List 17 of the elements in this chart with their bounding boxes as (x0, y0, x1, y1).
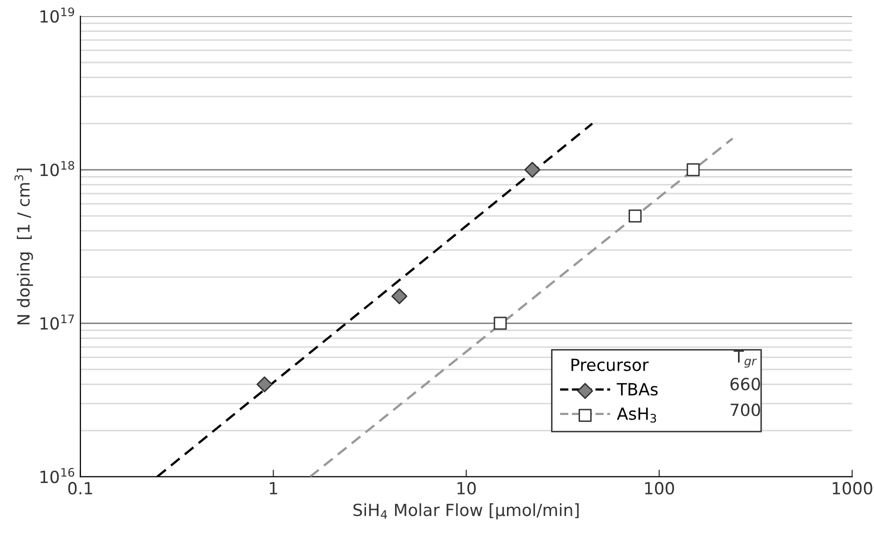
x-tick-label: 1000 (832, 482, 872, 495)
legend-title: Precursor (572, 358, 649, 372)
y-tick-label: 10$^{16}$ (40, 468, 74, 484)
x-tick-label: 10 (458, 482, 476, 495)
annotation: 700 (730, 404, 760, 416)
y-axis-title: N doping [1 / cm$^{3}$] (14, 168, 33, 324)
x-tick-label: 100 (645, 482, 674, 495)
legend-label: AsH$_{3}$ (616, 408, 656, 423)
annotation: 660 (730, 378, 760, 390)
y-tick-label: 10$^{19}$ (40, 7, 74, 23)
x-axis-title: SiH$_{4}$ Molar Flow [μmol/min] (353, 503, 579, 520)
annotation: T$_{gr}$ (734, 350, 757, 368)
x-tick-label: 0.1 (68, 482, 92, 495)
x-tick-label: 1 (270, 482, 278, 494)
y-tick-label: 10$^{17}$ (40, 314, 74, 330)
legend-label: TBAs (616, 383, 658, 396)
y-tick-label: 10$^{18}$ (40, 160, 74, 176)
